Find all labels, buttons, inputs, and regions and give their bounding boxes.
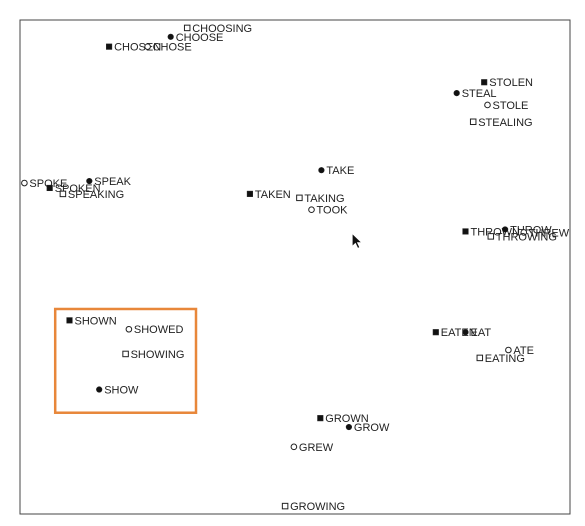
point-label-grow: GROW	[354, 422, 390, 434]
point-marker-show	[96, 386, 103, 393]
point-marker-growing	[281, 502, 289, 510]
point-label-eating: EATING	[485, 353, 525, 365]
point-label-stole: STOLE	[493, 100, 529, 112]
point-marker-chose	[144, 43, 151, 50]
point-marker-steal	[453, 90, 460, 97]
point-label-stolen: STOLEN	[489, 77, 533, 89]
point-label-took: TOOK	[317, 205, 349, 217]
point-marker-throwing	[487, 233, 495, 240]
point-label-eat: EAT	[471, 327, 492, 339]
point-marker-speaking	[59, 190, 67, 198]
point-marker-threw	[520, 229, 528, 236]
point-label-threw: THREW	[529, 227, 570, 239]
point-label-stealing: STEALING	[478, 117, 532, 129]
point-label-showing: SHOWING	[131, 349, 185, 361]
point-label-showed: SHOWED	[134, 324, 184, 336]
point-marker-eat	[462, 329, 469, 336]
point-label-grew: GREW	[299, 442, 334, 454]
point-label-choose: CHOOSE	[176, 32, 224, 44]
point-marker-showing	[122, 350, 129, 358]
point-marker-grew	[290, 443, 298, 451]
point-marker-spoken	[46, 184, 53, 192]
point-marker-showed	[125, 325, 133, 333]
point-label-choosing: CHOOSING	[192, 23, 252, 35]
plot-frame	[19, 19, 571, 515]
point-marker-took	[308, 206, 315, 213]
point-marker-choose	[167, 33, 174, 40]
point-marker-thrown	[462, 228, 469, 235]
point-label-growing: GROWING	[290, 501, 345, 513]
mouse-cursor-icon	[351, 232, 363, 249]
point-marker-taken	[246, 190, 253, 197]
point-marker-ate	[505, 346, 512, 354]
point-marker-taking	[296, 194, 303, 202]
point-label-speak: SPEAK	[94, 176, 131, 188]
point-marker-stole	[484, 101, 491, 109]
point-label-shown: SHOWN	[75, 315, 117, 327]
point-marker-grown	[317, 415, 324, 422]
point-marker-stealing	[469, 118, 477, 126]
point-marker-grow	[345, 423, 353, 431]
point-marker-throw	[502, 226, 509, 233]
point-marker-choosing	[183, 24, 191, 32]
point-label-throw: THROW	[510, 224, 552, 236]
point-label-chose: CHOSE	[153, 42, 192, 54]
point-label-throwing: THROWING	[496, 231, 557, 243]
point-label-grown: GROWN	[325, 413, 368, 425]
point-label-spoke: SPOKE	[29, 178, 67, 190]
point-marker-stolen	[481, 79, 488, 86]
point-label-take: TAKE	[326, 165, 354, 177]
data-points: CHOOSINGCHOOSECHOSENCHOSESTOLENSTEALSTOL…	[21, 23, 570, 513]
point-label-show: SHOW	[104, 385, 139, 397]
point-label-speaking: SPEAKING	[68, 189, 124, 201]
point-label-taking: TAKING	[304, 193, 344, 205]
point-marker-chosen	[106, 43, 113, 50]
highlight-box	[53, 307, 198, 414]
point-label-steal: STEAL	[462, 88, 497, 100]
point-label-spoken: SPOKEN	[55, 183, 101, 195]
point-marker-shown	[66, 317, 73, 324]
point-marker-eaten	[432, 329, 439, 336]
point-marker-speak	[86, 177, 93, 185]
point-marker-eating	[476, 354, 484, 362]
point-marker-take	[318, 167, 325, 174]
point-label-taken: TAKEN	[255, 189, 291, 201]
point-marker-spoke	[21, 179, 28, 187]
point-label-ate: ATE	[513, 345, 534, 357]
